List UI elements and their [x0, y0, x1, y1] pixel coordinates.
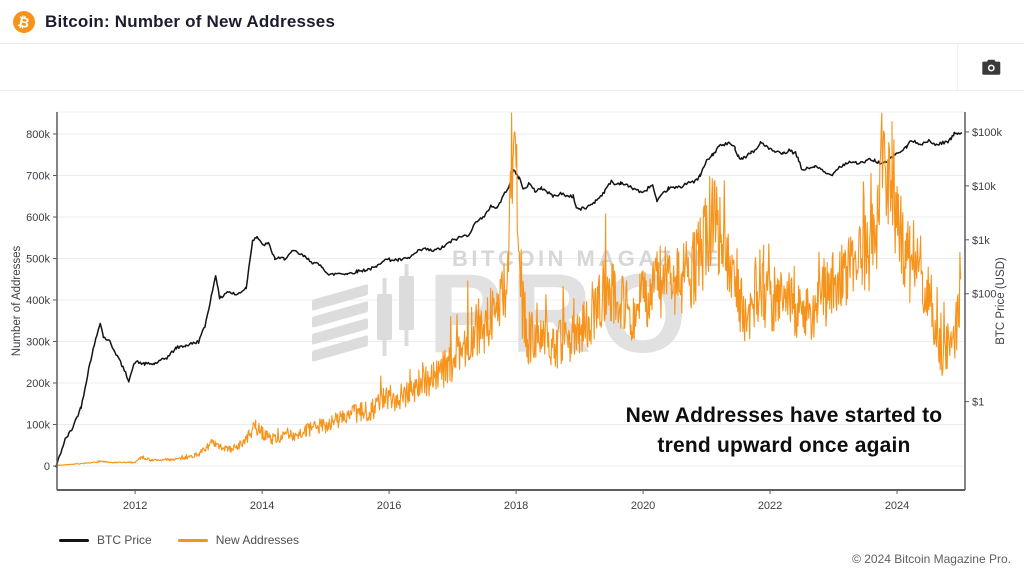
- x-tick-label: 2022: [758, 500, 782, 512]
- legend-item-btc-price[interactable]: BTC Price: [59, 533, 152, 547]
- chart-annotation: New Addresses have started to trend upwa…: [600, 401, 968, 461]
- toolbar-right-section: [957, 44, 1024, 90]
- legend-item-new-addresses[interactable]: New Addresses: [177, 533, 300, 547]
- y-left-tick-label: 300k: [26, 337, 50, 349]
- x-tick-label: 2024: [885, 500, 909, 512]
- annotation-line-1: New Addresses have started to: [625, 404, 943, 427]
- camera-button[interactable]: [980, 57, 1003, 78]
- y-left-tick-label: 400k: [26, 295, 50, 307]
- y-left-axis-title: Number of Addresses: [11, 245, 23, 356]
- y-left-tick-label: 100k: [26, 420, 50, 432]
- x-tick-label: 2016: [377, 500, 401, 512]
- y-right-tick-label: $1: [972, 397, 984, 409]
- y-right-tick-label: $10k: [972, 181, 996, 193]
- legend-label-new-addresses: New Addresses: [215, 533, 300, 547]
- legend-label-btc-price: BTC Price: [97, 533, 152, 547]
- y-right-tick-label: $100: [972, 289, 996, 301]
- y-left-tick-label: 800k: [26, 129, 50, 141]
- y-left-tick-label: 500k: [26, 254, 50, 266]
- x-tick-label: 2020: [631, 500, 655, 512]
- y-right-tick-label: $1k: [972, 235, 990, 247]
- new-addresses-line-swatch: [177, 538, 208, 542]
- page-title: Bitcoin: Number of New Addresses: [45, 11, 336, 31]
- y-left-tick-label: 200k: [26, 378, 50, 390]
- bitcoin-glyph: ₿: [16, 12, 32, 31]
- bitcoin-logo-icon: ₿: [13, 10, 35, 33]
- btc-price-line-swatch: [59, 538, 89, 542]
- y-right-axis-title: BTC Price (USD): [995, 257, 1007, 345]
- camera-icon: [981, 59, 1000, 75]
- header: ₿ Bitcoin: Number of New Addresses: [0, 0, 1024, 44]
- x-tick-label: 2014: [250, 500, 274, 512]
- footer: © 2024 Bitcoin Magazine Pro.: [852, 552, 1011, 566]
- toolbar: [0, 44, 1024, 91]
- copyright-text: © 2024 Bitcoin Magazine Pro.: [852, 552, 1011, 566]
- y-left-tick-label: 0: [44, 461, 50, 473]
- x-tick-label: 2018: [504, 500, 528, 512]
- y-left-tick-label: 700k: [26, 170, 50, 182]
- legend: BTC Price New Addresses: [59, 533, 299, 547]
- y-right-tick-label: $100k: [972, 127, 1002, 139]
- y-left-tick-label: 600k: [26, 212, 50, 224]
- new-addresses-line: [55, 112, 962, 467]
- x-tick-label: 2012: [123, 500, 147, 512]
- annotation-line-2: trend upward once again: [657, 433, 911, 457]
